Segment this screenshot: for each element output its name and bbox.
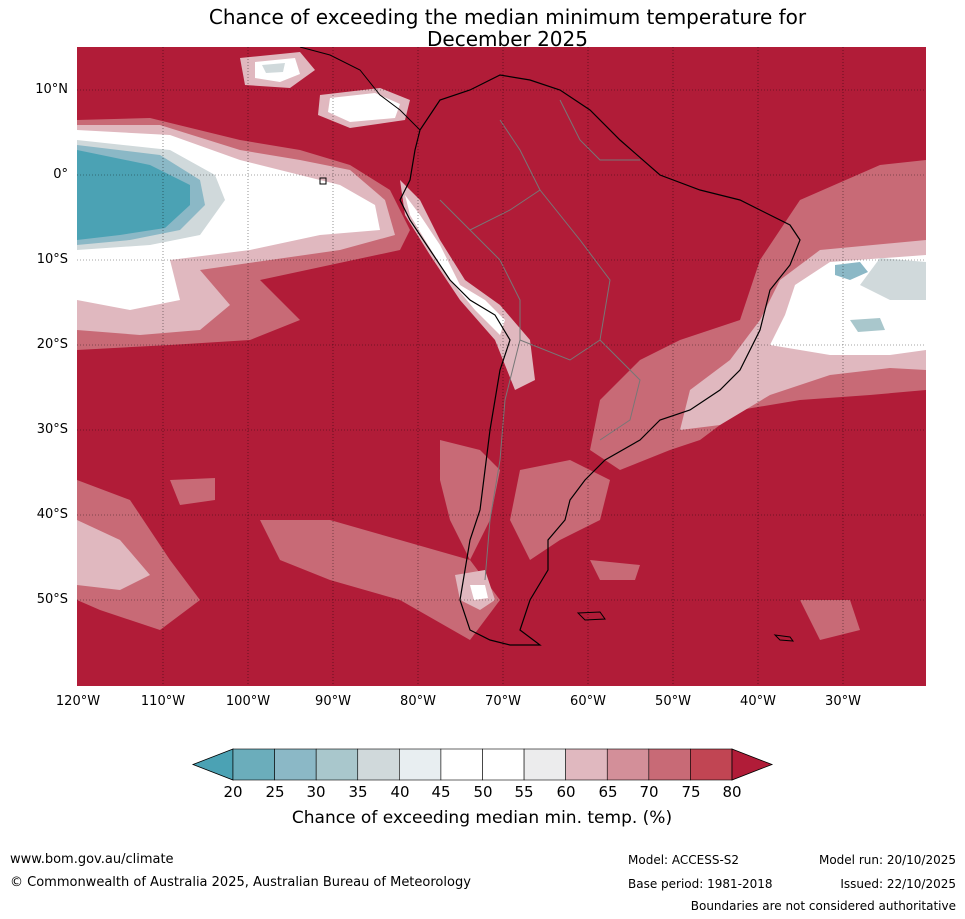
model-run-text: Model run: 20/10/2025	[818, 853, 956, 867]
legend-tick: 70	[639, 783, 659, 801]
lon-label-80w: 80°W	[400, 694, 436, 709]
legend-swatch	[274, 748, 317, 781]
legend-swatch	[648, 748, 691, 781]
legend-swatch	[399, 748, 442, 781]
pacific-coldest-core	[77, 150, 190, 240]
lon-label-40w: 40°W	[740, 694, 776, 709]
legend-tick: 25	[265, 783, 285, 801]
lat-label-30s: 30°S	[36, 422, 68, 437]
legend-swatch	[315, 748, 359, 781]
lat-label-10n: 10°N	[35, 82, 68, 97]
legend-tick: 65	[598, 783, 618, 801]
lat-label-50s: 50°S	[36, 592, 68, 607]
website-text: www.bom.gov.au/climate	[10, 852, 174, 867]
lat-label-10s: 10°S	[36, 252, 68, 267]
legend-tick: 40	[390, 783, 410, 801]
issued-text: Issued: 22/10/2025	[840, 877, 956, 891]
legend-tick: 35	[348, 783, 368, 801]
legend-tick: 45	[431, 783, 451, 801]
legend-tick: 50	[473, 783, 493, 801]
boundaries-note: Boundaries are not considered authoritat…	[690, 899, 956, 913]
legend-tick: 80	[722, 783, 742, 801]
model-text: Model: ACCESS-S2	[628, 853, 740, 867]
legend-swatch	[232, 748, 275, 781]
south-america-coastline	[399, 74, 801, 646]
lat-label-20s: 20°S	[36, 337, 68, 352]
lon-label-30w: 30°W	[825, 694, 861, 709]
lon-label-50w: 50°W	[655, 694, 691, 709]
copyright-text: © Commonwealth of Australia 2025, Austra…	[10, 875, 471, 890]
lon-label-70w: 70°W	[485, 694, 521, 709]
legend-tick: 75	[681, 783, 701, 801]
base-period-text: Base period: 1981-2018	[628, 877, 773, 891]
lon-label-90w: 90°W	[315, 694, 351, 709]
legend-swatch	[440, 748, 483, 781]
lon-label-100w: 100°W	[225, 694, 271, 709]
legend-extend-high	[731, 748, 774, 781]
legend-swatch	[523, 748, 566, 781]
legend-swatch	[565, 748, 608, 781]
lon-label-60w: 60°W	[570, 694, 606, 709]
legend-tick: 55	[514, 783, 534, 801]
legend-swatch	[357, 748, 400, 781]
legend-swatch	[690, 748, 733, 781]
colorbar	[191, 748, 774, 781]
legend-swatch	[482, 748, 525, 781]
legend-tick: 30	[306, 783, 326, 801]
lon-label-120w: 120°W	[55, 694, 101, 709]
lon-label-110w: 110°W	[140, 694, 186, 709]
lat-label-40s: 40°S	[36, 507, 68, 522]
map-title-line2: December 2025	[427, 27, 588, 51]
legend-extend-low	[191, 748, 234, 781]
legend-swatch	[606, 748, 650, 781]
legend-tick: 60	[556, 783, 576, 801]
legend-tick: 20	[223, 783, 243, 801]
legend-label: Chance of exceeding median min. temp. (%…	[291, 808, 673, 828]
map-title-line1: Chance of exceeding the median minimum t…	[208, 5, 807, 29]
lat-label-0: 0°	[53, 167, 68, 182]
